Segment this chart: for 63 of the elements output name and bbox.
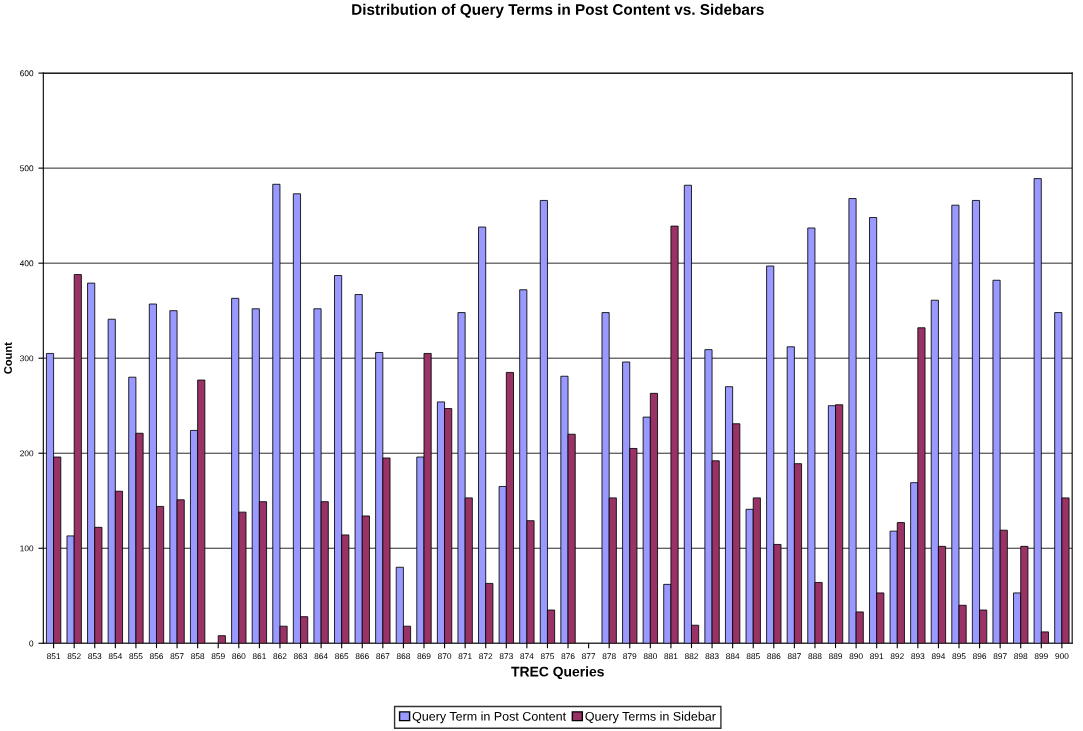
- x-tick-label: 880: [643, 653, 657, 660]
- x-tick-label: 888: [808, 653, 822, 660]
- x-tick-label: 861: [252, 653, 266, 660]
- x-tick-label: 869: [417, 653, 431, 660]
- x-tick-label: 897: [993, 653, 1007, 660]
- x-tick-label: 887: [787, 653, 801, 660]
- x-tick-label: 853: [88, 653, 102, 660]
- x-tick-label: 857: [170, 653, 184, 660]
- x-tick-label: 859: [211, 653, 225, 660]
- y-tick-label: 500: [20, 165, 34, 172]
- y-axis-title: Count: [4, 342, 12, 374]
- y-tick-label: 0: [29, 640, 34, 647]
- x-tick-label: 864: [314, 653, 328, 660]
- y-tick-label: 200: [20, 450, 34, 457]
- y-tick-label: 400: [19, 260, 34, 267]
- x-tick-label: 886: [767, 653, 781, 660]
- x-tick-label: 874: [520, 653, 534, 660]
- y-tick-label: 600: [20, 70, 34, 77]
- y-tick-label: 100: [20, 545, 34, 552]
- x-tick-label: 883: [705, 653, 719, 660]
- x-tick-label: 882: [684, 653, 699, 660]
- x-tick-label: 892: [890, 653, 904, 660]
- x-tick-label: 862: [273, 653, 287, 660]
- x-tick-label: 889: [828, 653, 843, 660]
- x-tick-label: 863: [293, 653, 308, 660]
- x-tick-label: 898: [1014, 653, 1028, 660]
- x-tick-label: 873: [499, 653, 513, 660]
- x-tick-label: 852: [67, 653, 81, 660]
- x-tick-label: 890: [849, 653, 863, 660]
- x-tick-label: 878: [602, 653, 616, 660]
- x-tick-label: 870: [437, 653, 452, 660]
- x-tick-label: 867: [376, 653, 390, 660]
- x-tick-label: 877: [582, 653, 596, 660]
- bar: [217, 635, 226, 644]
- legend-label: Query Term in Post Content: [412, 711, 566, 724]
- x-tick-label: 885: [746, 653, 760, 660]
- x-tick-label: 851: [47, 653, 61, 660]
- x-tick-label: 865: [335, 653, 349, 660]
- x-tick-label: 884: [726, 653, 740, 660]
- x-tick-label: 854: [108, 653, 123, 660]
- x-tick-label: 899: [1034, 653, 1048, 660]
- x-tick-label: 858: [191, 653, 205, 660]
- x-tick-label: 891: [870, 653, 884, 660]
- legend-label: Query Terms in Sidebar: [585, 711, 716, 724]
- x-tick-label: 896: [972, 653, 987, 660]
- x-tick-label: 876: [561, 653, 575, 660]
- x-tick-label: 881: [664, 653, 678, 660]
- x-tick-label: 879: [623, 653, 637, 660]
- x-tick-label: 894: [931, 653, 946, 660]
- x-tick-label: 855: [129, 653, 143, 660]
- x-tick-label: 872: [479, 653, 493, 660]
- x-tick-label: 868: [396, 653, 411, 660]
- y-tick-label: 300: [20, 355, 34, 362]
- x-tick-label: 860: [232, 653, 246, 660]
- x-tick-label: 893: [911, 653, 925, 660]
- x-tick-label: 871: [458, 653, 472, 660]
- x-axis-title: TREC Queries: [511, 666, 604, 680]
- x-tick-label: 866: [355, 653, 369, 660]
- x-tick-label: 900: [1055, 653, 1069, 660]
- x-tick-label: 856: [149, 653, 164, 660]
- x-tick-label: 875: [540, 653, 555, 660]
- x-tick-label: 895: [952, 653, 966, 660]
- chart-title: Distribution of Query Terms in Post Content vs. Sidebars: [352, 3, 764, 18]
